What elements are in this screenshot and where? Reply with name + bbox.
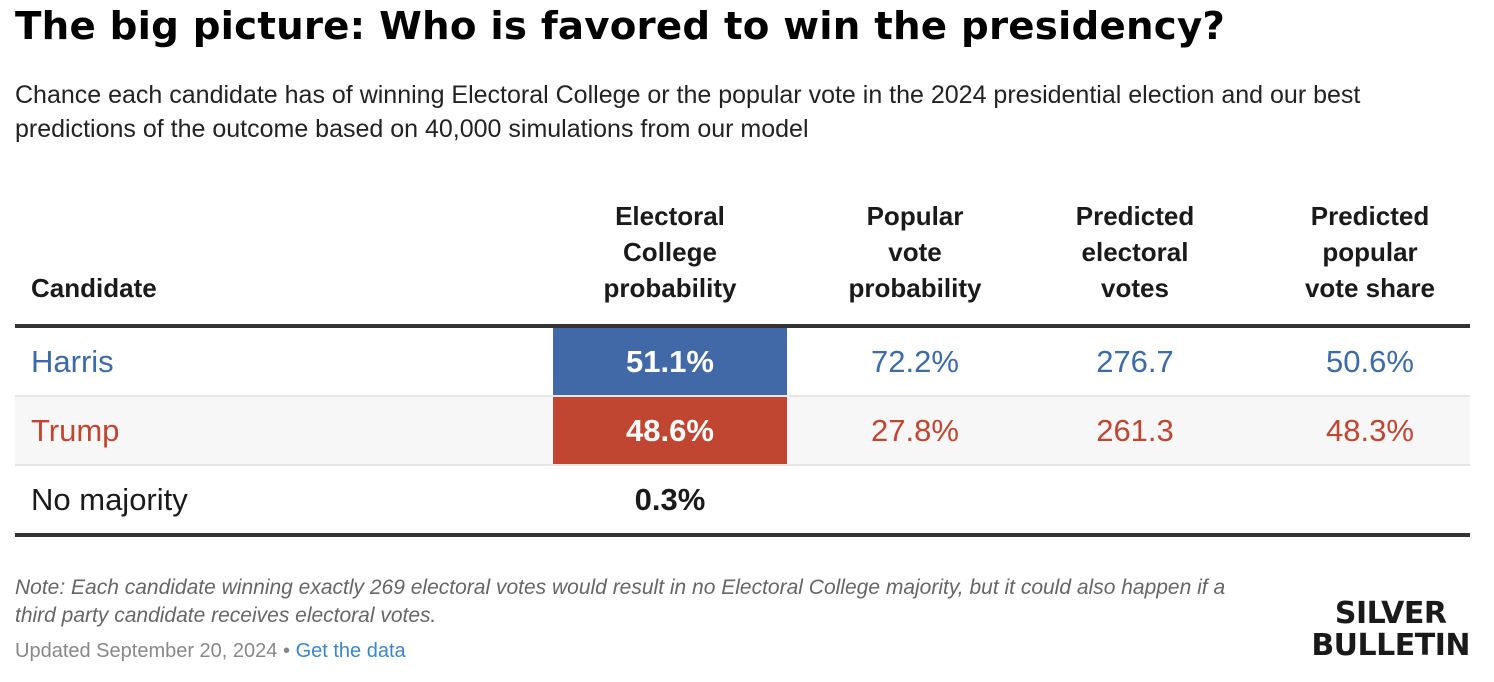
header-line: votes bbox=[1101, 273, 1169, 303]
table-header: Candidate Electoral College probability … bbox=[15, 190, 1470, 324]
logo-line: BULLETIN bbox=[1311, 628, 1470, 663]
header-line: Predicted bbox=[1310, 201, 1430, 231]
header-predicted-pv: Predicted popular vote share bbox=[1255, 198, 1485, 306]
header-pv-probability: Popular vote probability bbox=[805, 198, 1025, 306]
silver-bulletin-logo: SILVER BULLETIN bbox=[1311, 598, 1470, 662]
bottom-rule bbox=[15, 533, 1470, 537]
header-line: Electoral bbox=[615, 201, 725, 231]
page-subtitle: Chance each candidate has of winning Ele… bbox=[15, 81, 1361, 143]
header-line: vote share bbox=[1304, 273, 1436, 303]
pv-probability-cell: 72.2% bbox=[871, 344, 959, 379]
forecast-table: Candidate Electoral College probability … bbox=[15, 190, 1470, 537]
candidate-name: Harris bbox=[31, 344, 114, 379]
ec-probability-cell: 48.6% bbox=[553, 397, 787, 464]
table-row-trump: Trump 48.6% 27.8% 261.3 48.3% bbox=[15, 397, 1470, 466]
footnote: Note: Each candidate winning exactly 269… bbox=[15, 576, 1226, 627]
updated-date: Updated September 20, 2024 bbox=[15, 640, 278, 662]
candidate-name: Trump bbox=[31, 413, 120, 448]
predicted-ev-cell: 276.7 bbox=[1096, 344, 1174, 379]
predicted-ev-cell: 261.3 bbox=[1096, 413, 1174, 448]
header-line: electoral bbox=[1081, 237, 1189, 267]
get-data-link[interactable]: Get the data bbox=[295, 640, 406, 662]
header-candidate: Candidate bbox=[31, 273, 157, 303]
header-line: probability bbox=[603, 273, 737, 303]
header-rule bbox=[15, 324, 1470, 328]
table-row-harris: Harris 51.1% 72.2% 276.7 50.6% bbox=[15, 328, 1470, 397]
logo-line: SILVER bbox=[1334, 596, 1447, 631]
header-line: Predicted bbox=[1075, 201, 1195, 231]
ec-probability-cell: 0.3% bbox=[634, 482, 706, 517]
updated-line: Updated September 20, 2024 • Get the dat… bbox=[15, 640, 406, 663]
header-ec-probability: Electoral College probability bbox=[553, 198, 787, 306]
table-row-no-majority: No majority 0.3% bbox=[15, 466, 1470, 533]
header-line: vote bbox=[888, 237, 942, 267]
predicted-pv-cell: 50.6% bbox=[1326, 344, 1414, 379]
header-line: probability bbox=[848, 273, 982, 303]
ec-probability-cell: 51.1% bbox=[553, 328, 787, 395]
header-line: Popular bbox=[866, 201, 964, 231]
predicted-pv-cell: 48.3% bbox=[1326, 413, 1414, 448]
header-line: College bbox=[623, 237, 717, 267]
candidate-name: No majority bbox=[31, 482, 188, 517]
separator: • bbox=[282, 640, 290, 662]
header-predicted-ev: Predicted electoral votes bbox=[1025, 198, 1245, 306]
pv-probability-cell: 27.8% bbox=[871, 413, 959, 448]
header-line: popular bbox=[1322, 237, 1418, 267]
page-title: The big picture: Who is favored to win t… bbox=[15, 4, 1226, 48]
